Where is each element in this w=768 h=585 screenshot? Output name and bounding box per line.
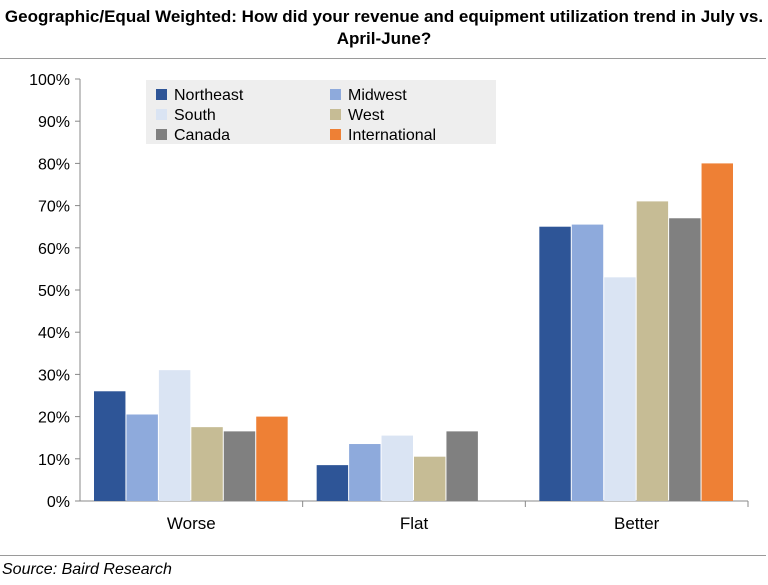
bar-canada-better bbox=[669, 218, 701, 501]
bar-south-better bbox=[604, 277, 636, 501]
legend-swatch-west bbox=[330, 109, 341, 120]
y-tick-label: 90% bbox=[38, 114, 70, 131]
y-tick-label: 10% bbox=[38, 452, 70, 469]
bar-south-worse bbox=[158, 370, 191, 501]
bar-canada-flat bbox=[446, 431, 478, 501]
legend-swatch-international bbox=[330, 129, 341, 140]
legend-background bbox=[146, 80, 496, 144]
legend-swatch-south bbox=[156, 109, 167, 120]
bar-northeast-worse bbox=[94, 391, 126, 501]
y-tick-label: 0% bbox=[47, 494, 70, 511]
x-category-label: Worse bbox=[167, 514, 216, 533]
legend-swatch-northeast bbox=[156, 89, 167, 100]
legend-label-south: South bbox=[174, 107, 216, 124]
bar-south-flat bbox=[381, 435, 413, 501]
y-tick-label: 100% bbox=[29, 72, 70, 89]
y-tick-label: 20% bbox=[38, 410, 70, 427]
chart-title: Geographic/Equal Weighted: How did your … bbox=[4, 7, 764, 48]
x-category-label: Better bbox=[614, 514, 660, 533]
bar-midwest-flat bbox=[349, 444, 381, 501]
bar-international-better bbox=[701, 163, 733, 501]
y-tick-label: 80% bbox=[38, 156, 70, 173]
legend-label-midwest: Midwest bbox=[348, 87, 407, 104]
bar-west-worse bbox=[191, 427, 223, 501]
legend-swatch-canada bbox=[156, 129, 167, 140]
bar-northeast-flat bbox=[316, 465, 349, 501]
legend-label-international: International bbox=[348, 127, 436, 144]
legend-label-canada: Canada bbox=[174, 127, 230, 144]
source-note: Source: Baird Research bbox=[2, 561, 172, 578]
legend-label-west: West bbox=[348, 107, 385, 124]
x-category-label: Flat bbox=[400, 514, 429, 533]
bar-midwest-better bbox=[571, 224, 604, 501]
chart-frame bbox=[0, 58, 766, 556]
y-tick-label: 60% bbox=[38, 241, 70, 258]
bar-international-worse bbox=[256, 416, 288, 501]
bar-midwest-worse bbox=[126, 414, 158, 501]
bar-west-flat bbox=[414, 456, 446, 501]
y-tick-label: 70% bbox=[38, 199, 70, 216]
legend-label-northeast: Northeast bbox=[174, 87, 244, 104]
bar-canada-worse bbox=[223, 431, 256, 501]
y-tick-label: 50% bbox=[38, 283, 70, 300]
y-tick-label: 40% bbox=[38, 325, 70, 342]
bar-northeast-better bbox=[539, 226, 571, 501]
y-tick-label: 30% bbox=[38, 367, 70, 384]
legend-swatch-midwest bbox=[330, 89, 341, 100]
bar-west-better bbox=[636, 201, 669, 501]
